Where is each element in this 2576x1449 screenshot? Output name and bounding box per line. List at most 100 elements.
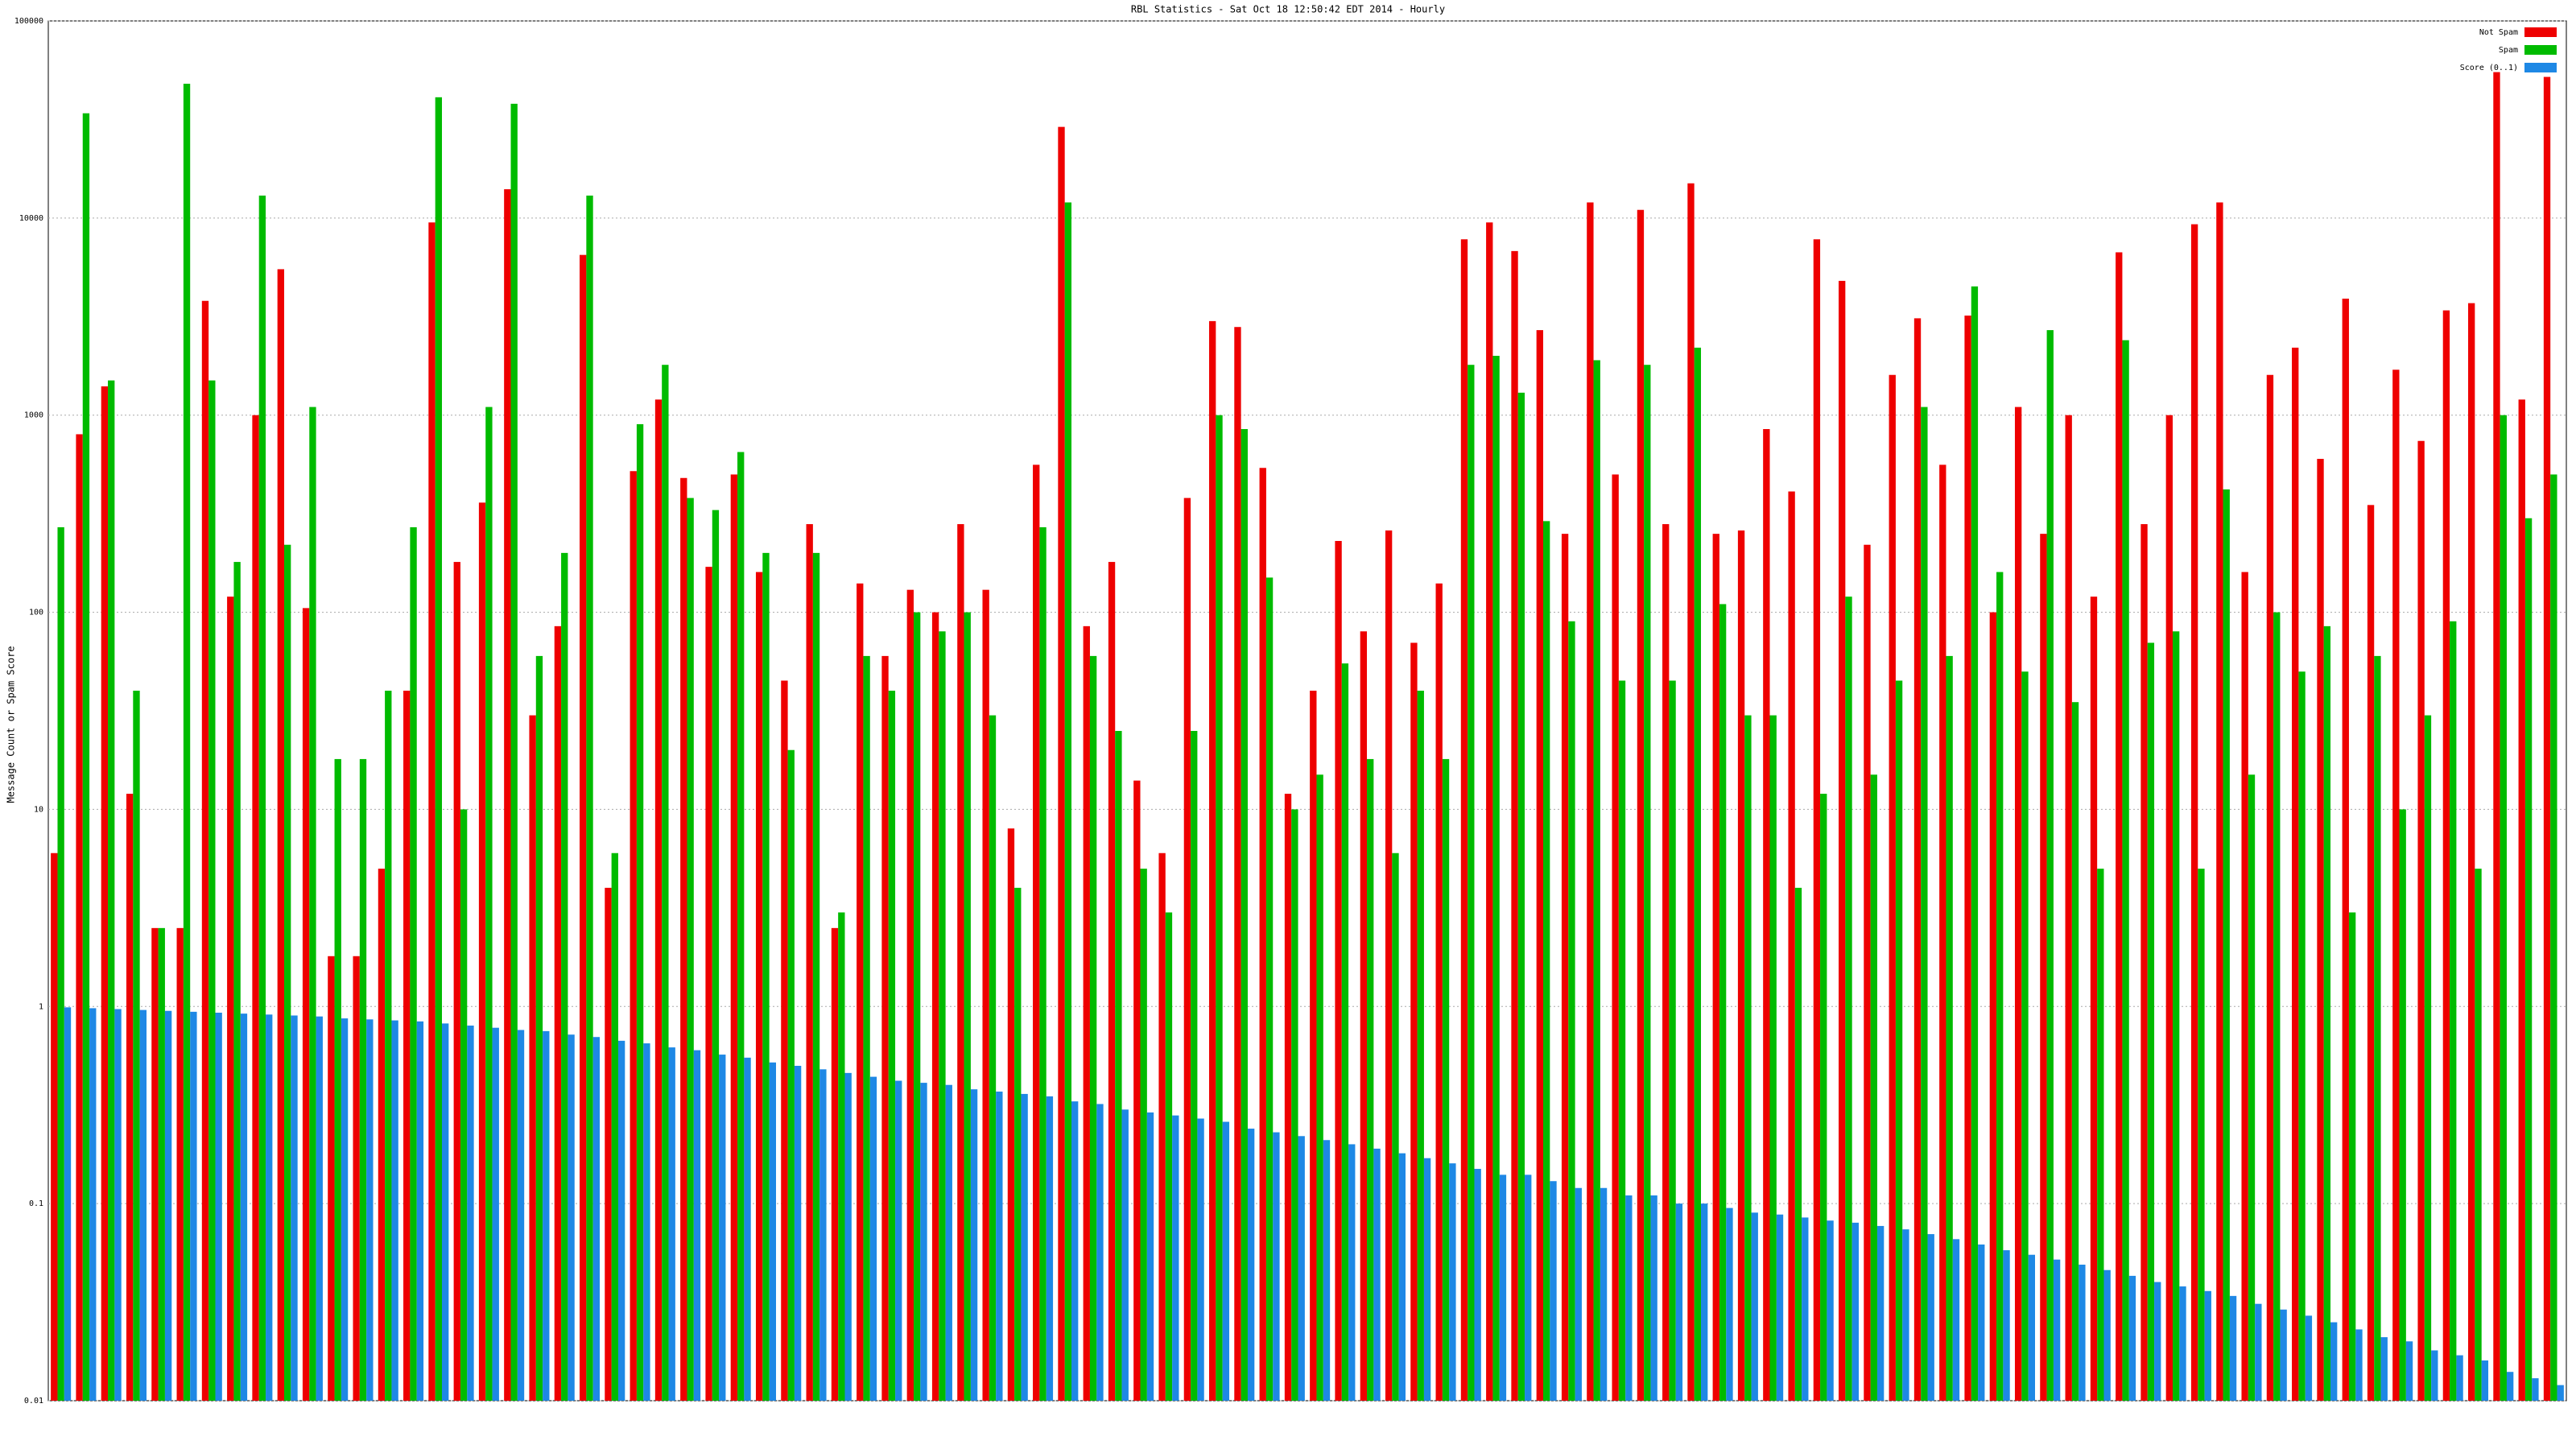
bar [1259, 468, 1266, 1402]
bar [428, 222, 436, 1402]
bar [1536, 330, 1543, 1401]
bar [1600, 1187, 1608, 1401]
bar [76, 434, 83, 1402]
bar [881, 655, 889, 1401]
bar [1039, 526, 1046, 1401]
bar [1971, 286, 1979, 1402]
bar [2248, 774, 2256, 1401]
bar [744, 1057, 751, 1401]
bar [1385, 530, 1393, 1402]
bar [1158, 852, 1166, 1401]
bar [2481, 1360, 2489, 1401]
bar [1273, 1132, 1280, 1401]
bar [812, 552, 820, 1401]
bar [1996, 572, 2004, 1401]
bar [1902, 1229, 1909, 1401]
bar [2204, 1290, 2211, 1401]
chart-title: RBL Statistics - Sat Oct 18 12:50:42 EDT… [1131, 4, 1445, 15]
bar [1133, 780, 1141, 1401]
bar [252, 415, 259, 1401]
bar [1864, 544, 1871, 1401]
bar [492, 1027, 499, 1401]
bar [1593, 360, 1600, 1401]
bar [1298, 1136, 1305, 1401]
bar [996, 1092, 1003, 1401]
bar [1449, 1163, 1456, 1401]
bar [2097, 869, 2104, 1401]
bar [258, 195, 266, 1402]
bar [2147, 642, 2155, 1401]
bar [1794, 887, 1802, 1401]
bar [1719, 604, 1727, 1401]
bar [391, 1020, 398, 1401]
bar [1550, 1181, 1557, 1401]
bar [769, 1062, 776, 1401]
bar [844, 1072, 852, 1401]
bar [630, 471, 637, 1401]
bar [1007, 828, 1015, 1401]
bar [385, 691, 392, 1401]
bar [1989, 612, 1997, 1401]
bar [964, 612, 971, 1401]
bar [2128, 1275, 2136, 1401]
bar [2392, 369, 2400, 1401]
bar [1083, 625, 1090, 1401]
plot-area [47, 20, 2567, 1402]
bar [1046, 1096, 1054, 1401]
bar [611, 852, 618, 1401]
bar [1839, 280, 1846, 1402]
bar [1410, 642, 1418, 1401]
bar [1341, 663, 1349, 1401]
bar [378, 869, 386, 1401]
bar [2090, 597, 2098, 1401]
bar [1284, 794, 1292, 1401]
bar [1618, 680, 1626, 1401]
bar [794, 1065, 802, 1401]
bar [1165, 912, 1173, 1401]
y-axis-label: Message Count or Spam Score [6, 646, 17, 803]
bar [208, 380, 216, 1402]
bar [485, 407, 493, 1401]
bar [334, 758, 341, 1401]
bar [2431, 1350, 2438, 1401]
bar [1669, 680, 1676, 1401]
bar [478, 502, 486, 1401]
bar [2543, 76, 2551, 1402]
legend-label: Spam [2499, 46, 2518, 55]
bar [2266, 374, 2274, 1402]
bar [403, 691, 411, 1401]
bar [316, 1016, 323, 1401]
bar [277, 269, 284, 1402]
bar [2014, 407, 2022, 1401]
bar [190, 1011, 197, 1401]
bar [151, 927, 159, 1401]
bar [2216, 202, 2223, 1402]
bar [1417, 691, 1424, 1401]
bar [643, 1043, 650, 1401]
bar [2399, 809, 2406, 1401]
bar [2273, 612, 2281, 1401]
bar [2172, 631, 2180, 1401]
bar [586, 195, 593, 1402]
bar [2298, 671, 2306, 1401]
bar [2071, 702, 2079, 1401]
bar [2355, 1329, 2363, 1401]
y-tick-label: 10000 [19, 214, 43, 223]
bar [2053, 1259, 2061, 1401]
bar [1802, 1217, 1809, 1401]
bar [133, 691, 140, 1401]
bar [1121, 1109, 1129, 1401]
bar [1517, 392, 1525, 1401]
bar [126, 794, 134, 1401]
bar [668, 1047, 675, 1401]
bar [1460, 239, 1468, 1401]
bar [1650, 1195, 1657, 1401]
bar [2456, 1355, 2463, 1401]
bar [580, 254, 587, 1402]
y-tick-label: 100 [29, 609, 43, 617]
bar [2241, 572, 2248, 1401]
bar [1644, 365, 1651, 1401]
bar [1712, 534, 1719, 1401]
bar [101, 386, 109, 1401]
